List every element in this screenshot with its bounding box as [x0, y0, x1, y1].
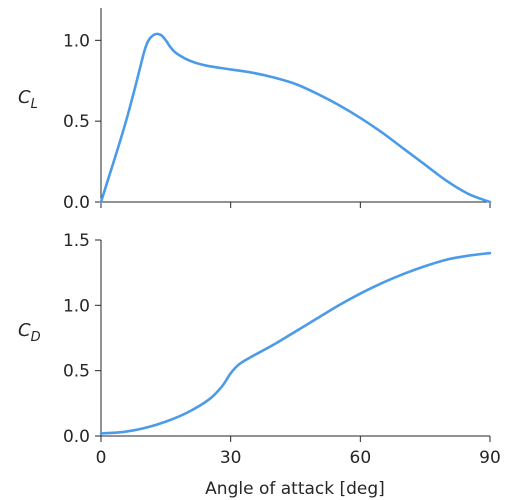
lift-coefficient-plot: 0.0 0.5 1.0 CL	[18, 8, 492, 213]
series-line	[99, 32, 492, 204]
x-tick-label: 90	[479, 448, 501, 468]
y-axis-label: CD	[18, 320, 41, 345]
y-tick-label: 0.5	[63, 362, 90, 382]
x-tick-label: 60	[350, 448, 372, 468]
y-tick-label: 1.0	[63, 31, 90, 51]
y-tick-label: 0.0	[63, 427, 90, 447]
drag-coefficient-plot: 0.0 0.5 1.0 1.5 0 30 60 90 CD	[18, 231, 501, 468]
y-tick-label: 0.5	[63, 112, 90, 132]
y-tick-label: 0.0	[63, 193, 90, 213]
y-axis-label: CL	[18, 87, 38, 112]
series-line	[99, 251, 492, 435]
y-tick-label: 1.5	[63, 231, 90, 251]
x-axis-label: Angle of attack [deg]	[205, 479, 385, 499]
y-tick-label: 1.0	[63, 296, 90, 316]
x-tick-label: 0	[96, 448, 107, 468]
x-tick-label: 30	[220, 448, 242, 468]
